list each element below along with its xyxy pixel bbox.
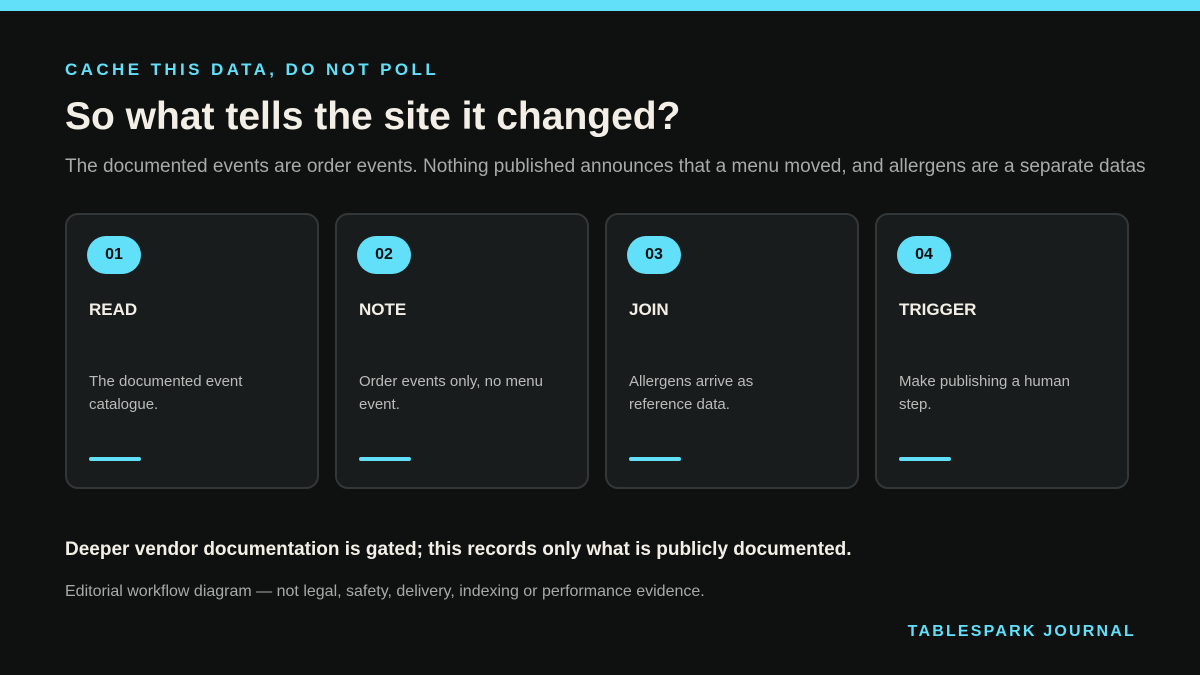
step-description: The documented event catalogue.: [89, 373, 243, 413]
eyebrow-label: CACHE THIS DATA, DO NOT POLL: [65, 60, 440, 79]
page-subtitle: The documented events are order events. …: [65, 156, 1146, 177]
step-card-trigger: 04 TRIGGER Make publishing a human step.: [875, 213, 1129, 489]
disclaimer-text: Editorial workflow diagram — not legal, …: [65, 583, 705, 600]
step-title: NOTE: [359, 300, 407, 319]
page-title: So what tells the site it changed?: [65, 95, 681, 138]
step-description: Allergens arrive as reference data.: [629, 373, 754, 413]
step-card-join: 03 JOIN Allergens arrive as reference da…: [605, 213, 859, 489]
step-accent-line: [629, 457, 681, 461]
step-number-badge: 04: [897, 236, 951, 274]
step-description: Make publishing a human step.: [899, 373, 1070, 413]
step-cards: 01 READ The documented event catalogue. …: [65, 213, 1129, 489]
step-number-badge: 02: [357, 236, 411, 274]
step-number-badge: 03: [627, 236, 681, 274]
step-card-read: 01 READ The documented event catalogue.: [65, 213, 319, 489]
step-accent-line: [899, 457, 951, 461]
step-accent-line: [89, 457, 141, 461]
brand-wordmark: TABLESPARK JOURNAL: [907, 623, 1136, 640]
step-number-badge: 01: [87, 236, 141, 274]
step-card-note: 02 NOTE Order events only, no menu event…: [335, 213, 589, 489]
step-title: TRIGGER: [899, 300, 977, 319]
top-accent-bar: [0, 0, 1200, 11]
step-title: READ: [89, 300, 138, 319]
step-description: Order events only, no menu event.: [359, 373, 543, 413]
step-title: JOIN: [629, 300, 669, 319]
documentation-note: Deeper vendor documentation is gated; th…: [65, 539, 852, 560]
step-accent-line: [359, 457, 411, 461]
